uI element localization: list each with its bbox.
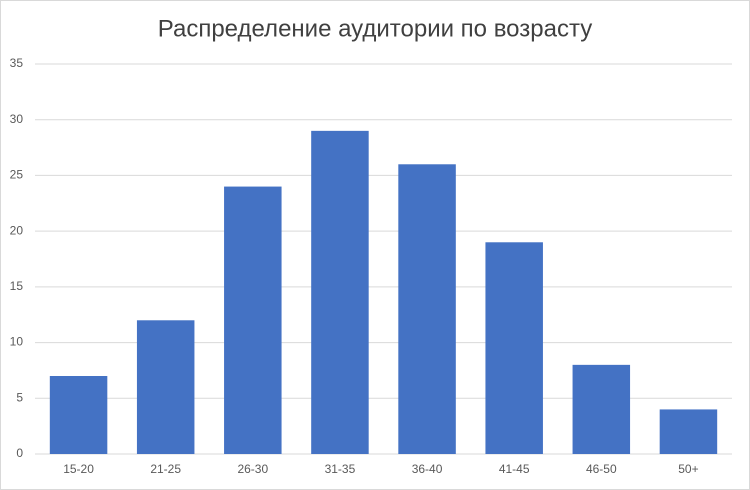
y-tick-label: 25 [10, 168, 24, 182]
x-tick-label: 50+ [678, 462, 698, 476]
bar [49, 376, 108, 454]
chart-title: Распределение аудитории по возрасту [158, 15, 592, 42]
x-tick-label: 36-40 [412, 462, 443, 476]
y-tick-label: 20 [10, 223, 24, 237]
y-tick-label: 15 [10, 279, 24, 293]
bar [572, 364, 631, 454]
x-tick-label: 26-30 [237, 462, 268, 476]
x-tick-label: 31-35 [325, 462, 356, 476]
y-tick-label: 0 [16, 446, 23, 460]
x-tick-label: 21-25 [150, 462, 181, 476]
bar [136, 320, 195, 454]
bar [485, 242, 543, 454]
y-tick-label: 30 [10, 112, 24, 126]
bar [659, 409, 718, 454]
y-tick-label: 35 [10, 56, 24, 70]
x-tick-label: 15-20 [63, 462, 94, 476]
x-tick-label: 41-45 [499, 462, 530, 476]
bar [398, 164, 456, 455]
x-tick-label: 46-50 [586, 462, 617, 476]
y-tick-label: 5 [16, 390, 23, 404]
y-tick-label: 10 [10, 335, 24, 349]
bar [224, 186, 282, 455]
bar [311, 130, 369, 454]
